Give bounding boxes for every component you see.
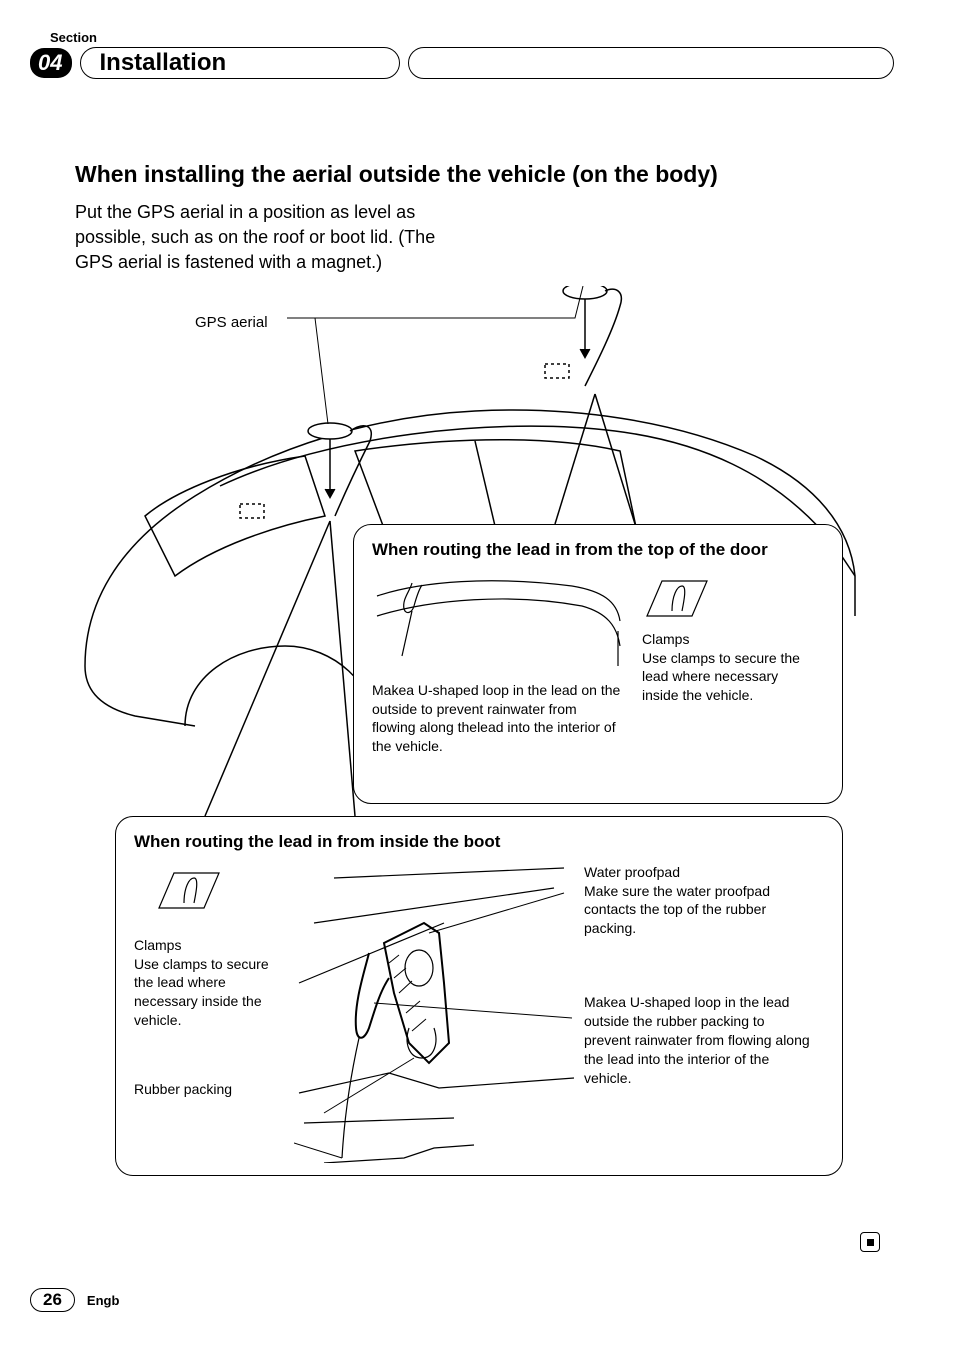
page-number: 26	[30, 1288, 75, 1312]
rubber-packing-label: Rubber packing	[134, 1080, 284, 1099]
waterproof-title: Water proofpad	[584, 864, 680, 880]
callout-bottom-clamps-title: Clamps	[134, 937, 181, 953]
clamp-icon	[642, 571, 712, 626]
page-footer: 26 Engb	[30, 1288, 119, 1312]
clamp-icon-2	[154, 863, 224, 918]
waterproof-text: Make sure the water proofpad contacts th…	[584, 883, 770, 937]
content-area: When installing the aerial outside the v…	[30, 159, 894, 1176]
callout-top-title: When routing the lead in from the top of…	[372, 539, 824, 561]
diagram-area: GPS aerial When routing the lead in from…	[75, 286, 864, 1176]
body-paragraph: Put the GPS aerial in a position as leve…	[75, 200, 475, 276]
empty-pill	[408, 47, 894, 79]
callout-bottom-boot: When routing the lead in from inside the…	[115, 816, 843, 1176]
callout-top-clamps-text: Use clamps to secure the lead where nece…	[642, 650, 800, 704]
gps-aerial-label: GPS aerial	[195, 314, 268, 331]
callout-bottom-title: When routing the lead in from inside the…	[134, 831, 824, 853]
section-number-badge: 04	[30, 48, 72, 78]
uloop-text: Makea U-shaped loop in the lead outside …	[584, 993, 814, 1087]
section-label: Section	[50, 30, 894, 45]
callout-top-left-text: Makea U-shaped loop in the lead on the o…	[372, 681, 622, 757]
callout-top-clamps-title: Clamps	[642, 631, 689, 647]
door-lead-illustration	[372, 571, 622, 681]
header-row: 04 Installation	[30, 47, 894, 79]
end-of-section-icon	[860, 1232, 880, 1252]
chapter-title-pill: Installation	[80, 47, 400, 79]
language-code: Engb	[87, 1293, 120, 1308]
callout-bottom-clamps-text: Use clamps to secure the lead where nece…	[134, 956, 269, 1029]
callout-top-door: When routing the lead in from the top of…	[353, 524, 843, 804]
subheading: When installing the aerial outside the v…	[75, 159, 864, 190]
boot-seal-illustration	[294, 863, 574, 1163]
